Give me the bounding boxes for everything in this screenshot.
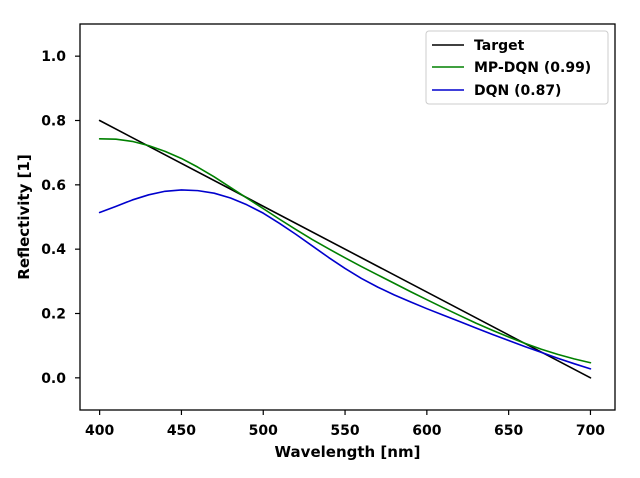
y-tick-label: 0.6 (41, 178, 66, 194)
series-line-mp-dqn (98, 138, 592, 364)
x-axis-title: Wavelength [nm] (275, 443, 421, 461)
series-line-target (98, 119, 592, 379)
x-tick-label: 400 (85, 423, 114, 439)
y-tick-label: 1.0 (41, 49, 66, 65)
y-tick-label: 0.0 (41, 371, 66, 387)
series-line-dqn (98, 189, 592, 370)
y-tick-label: 0.8 (41, 114, 66, 130)
legend-label-dqn: DQN (0.87) (474, 83, 561, 99)
y-axis-title: Reflectivity [1] (15, 154, 33, 279)
plot-frame (79, 23, 616, 411)
x-tick-label: 700 (576, 423, 605, 439)
x-tick-label: 450 (167, 423, 196, 439)
legend-label-mp-dqn: MP-DQN (0.99) (474, 60, 591, 76)
x-tick-label: 550 (330, 423, 359, 439)
series-layer (98, 119, 592, 379)
x-tick-label: 650 (494, 423, 523, 439)
x-tick-label: 500 (249, 423, 278, 439)
y-tick-label: 0.4 (41, 242, 66, 258)
x-tick-label: 600 (412, 423, 441, 439)
ticks-layer: 400 450 500 550 600 650 700 0.0 0.2 0.4 0.6 0.8 1.0 (41, 49, 605, 439)
y-tick-label: 0.2 (41, 307, 66, 323)
legend-label-target: Target (474, 38, 525, 54)
legend: Target MP-DQN (0.99) DQN (0.87) (425, 30, 609, 105)
legend-frame (425, 30, 609, 105)
